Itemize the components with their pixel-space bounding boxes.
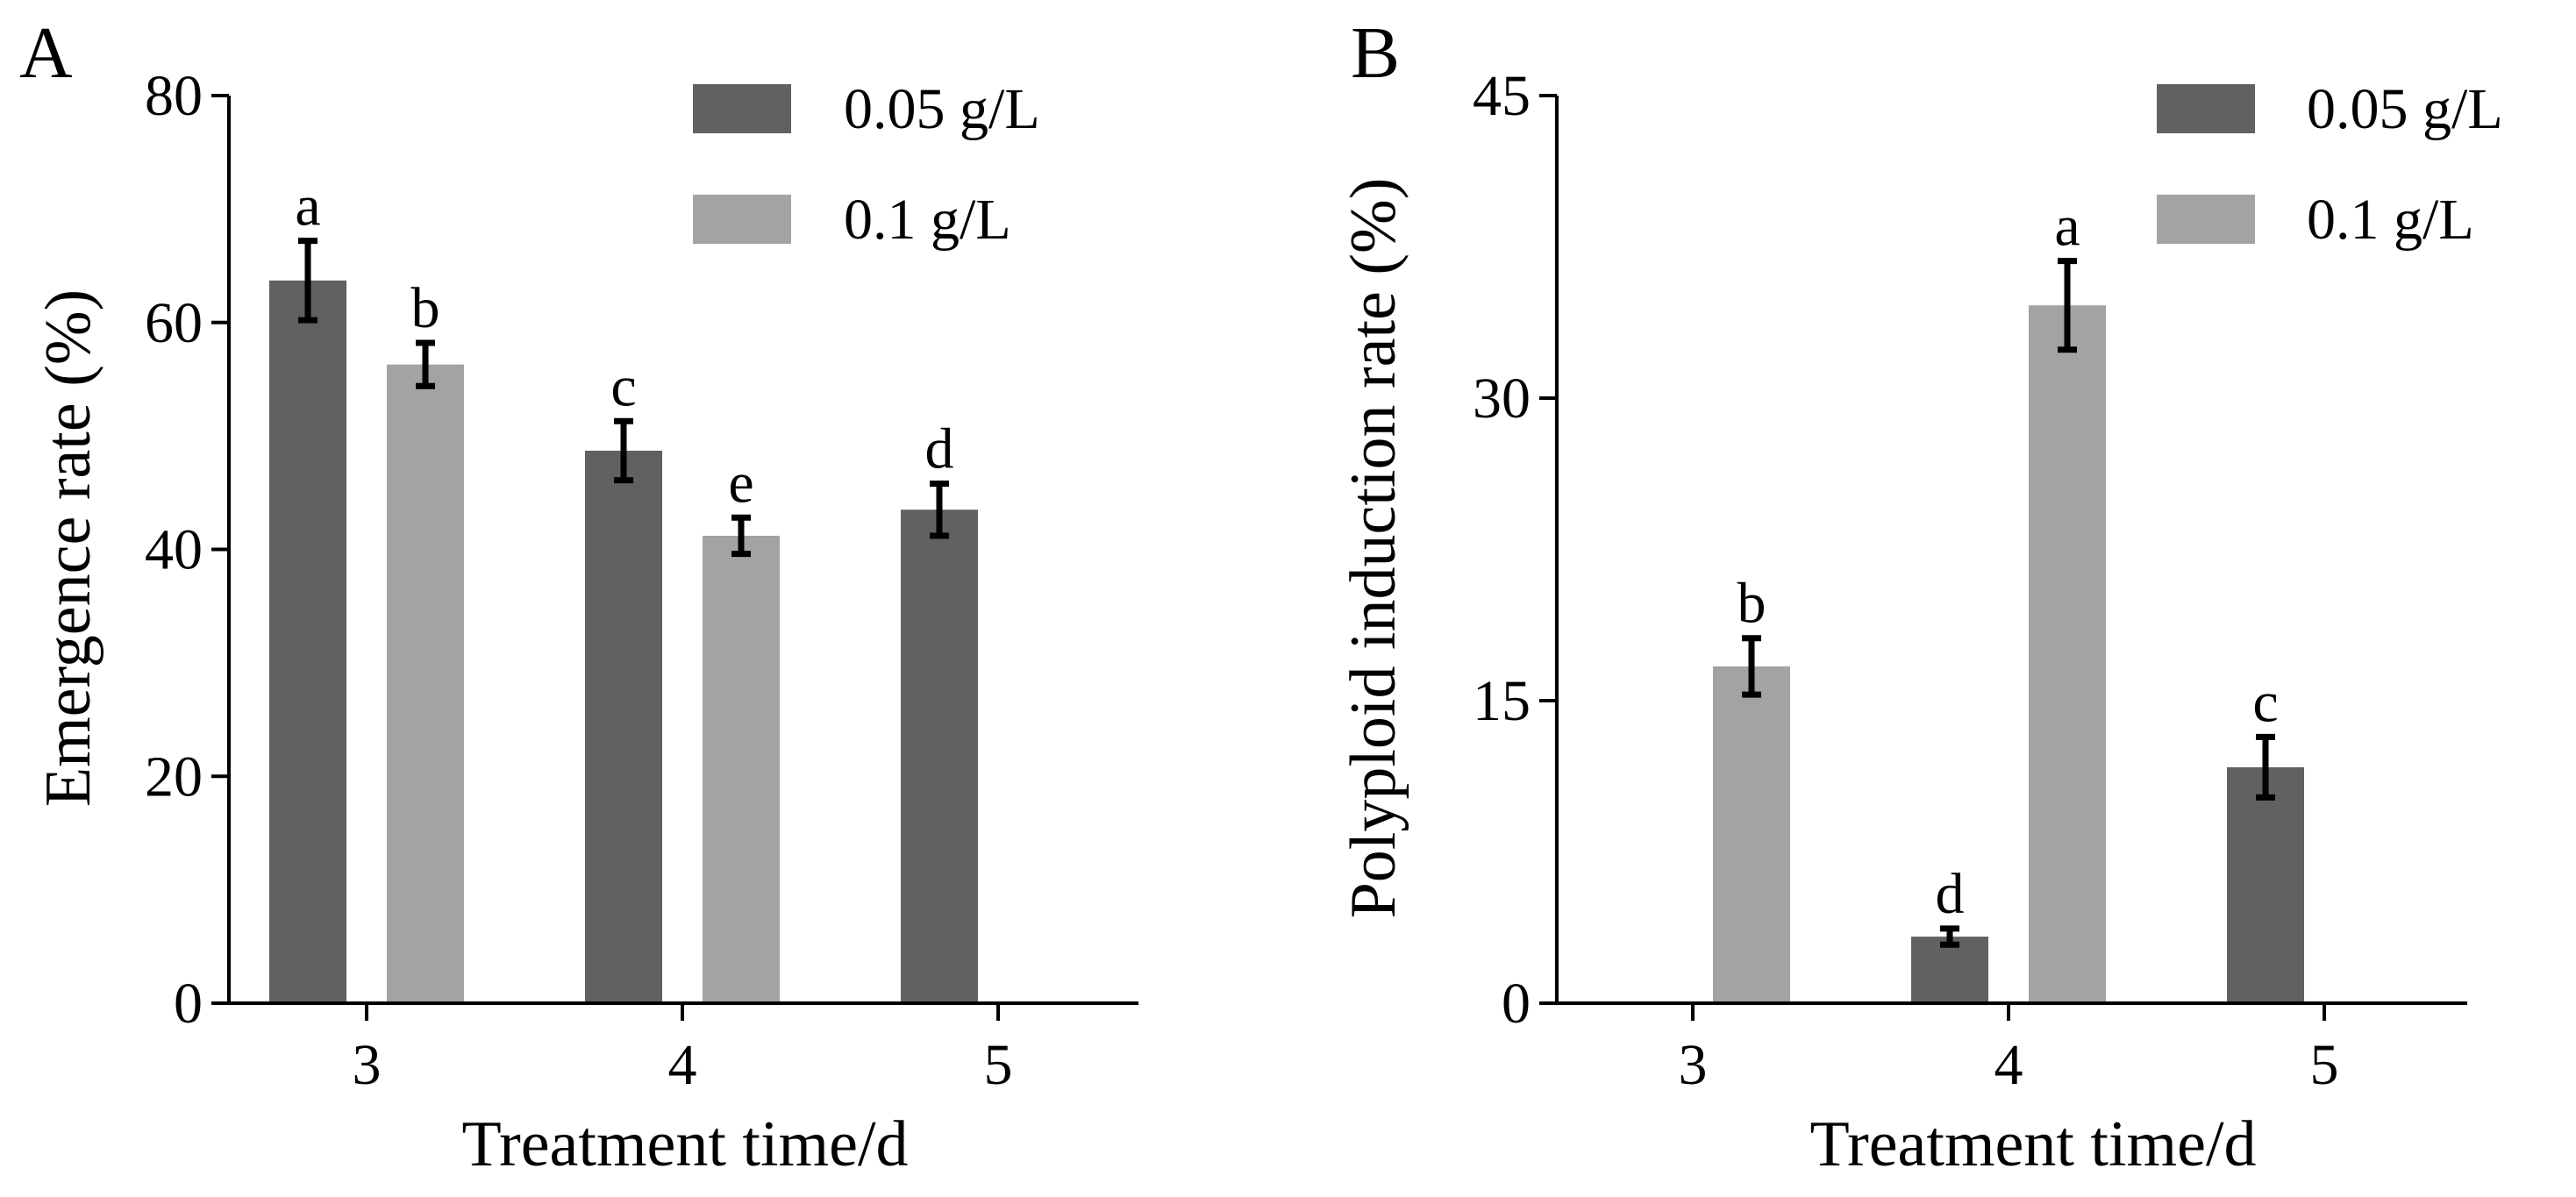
- significance-label: c: [2252, 670, 2278, 734]
- bar-light-3: [387, 364, 464, 1003]
- x-tick-label: 3: [353, 1033, 382, 1097]
- x-axis-title: Treatment time/d: [461, 1108, 908, 1180]
- x-tick-label: 5: [2310, 1033, 2339, 1097]
- significance-label: b: [1738, 572, 1766, 636]
- significance-label: d: [1936, 862, 1965, 926]
- x-tick-label: 3: [1679, 1033, 1708, 1097]
- panel-a: Aa c d b e 0 20 40 60 80 3 4 5 Treatment time/d Emerge…: [19, 12, 1138, 1180]
- x-axis-title: Treatment time/d: [1809, 1108, 2256, 1180]
- significance-label: e: [728, 451, 753, 515]
- y-tick-label: 30: [1473, 367, 1531, 431]
- x-tick-label: 4: [668, 1033, 697, 1097]
- y-tick-label: 80: [145, 64, 203, 128]
- panel-letter: A: [19, 12, 73, 94]
- significance-label: a: [295, 175, 320, 239]
- significance-label: c: [610, 354, 636, 418]
- significance-label: b: [411, 276, 440, 340]
- y-axis-title: Emergence rate (%): [32, 289, 104, 807]
- legend-label: 0.1 g/L: [844, 188, 1011, 252]
- legend-label: 0.05 g/L: [2307, 77, 2503, 141]
- y-tick-label: 15: [1473, 669, 1531, 733]
- bar-light-3: [1713, 666, 1790, 1003]
- legend-swatch-dark: [693, 84, 791, 133]
- x-tick-label: 5: [984, 1033, 1013, 1097]
- legend-label: 0.05 g/L: [844, 77, 1040, 141]
- bar-dark-4: [585, 450, 662, 1003]
- panel-letter: B: [1351, 12, 1400, 94]
- x-tick-label: 4: [1994, 1033, 2023, 1097]
- legend-label: 0.1 g/L: [2307, 188, 2474, 252]
- legend: 0.05 g/L 0.1 g/L: [693, 77, 1040, 252]
- significance-label: a: [2054, 195, 2080, 259]
- y-tick-label: 45: [1473, 64, 1531, 128]
- y-tick-label: 60: [145, 291, 203, 355]
- legend-swatch-light: [2157, 195, 2255, 244]
- bar-dark-5: [2227, 766, 2304, 1003]
- y-tick-label: 0: [174, 972, 203, 1036]
- bar-light-4: [703, 535, 780, 1003]
- y-axis-title: Polyploid induction rate (%): [1338, 178, 1409, 919]
- bar-light-4: [2029, 305, 2106, 1003]
- y-tick-label: 40: [145, 518, 203, 582]
- significance-label: d: [925, 417, 954, 481]
- legend-swatch-light: [693, 195, 791, 244]
- y-tick-label: 20: [145, 745, 203, 809]
- bar-dark-3: [269, 280, 346, 1004]
- y-tick-label: 0: [1502, 972, 1531, 1036]
- legend-swatch-dark: [2157, 84, 2255, 133]
- bar-dark-5: [901, 509, 978, 1003]
- legend: 0.05 g/L 0.1 g/L: [2157, 77, 2503, 252]
